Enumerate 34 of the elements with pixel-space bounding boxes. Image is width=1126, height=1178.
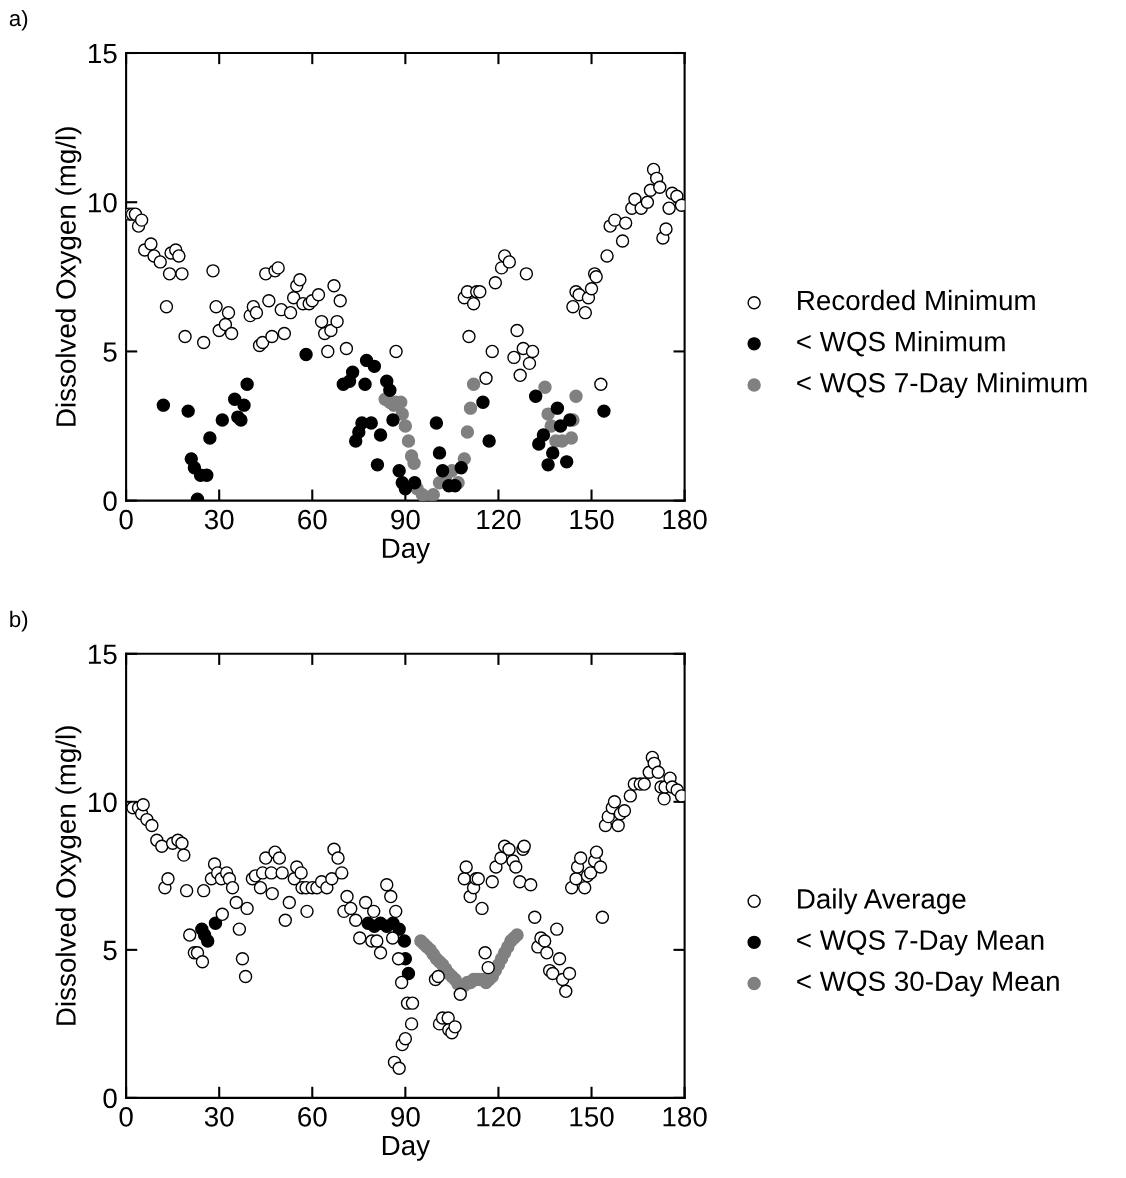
y-tick-label: 15 (89, 43, 117, 64)
x-tick-label: 150 (570, 1106, 614, 1127)
legend-label: < WQS 30-Day Mean (797, 971, 1059, 997)
legend-label: < WQS 7-Day Mean (797, 930, 1044, 956)
y-tick-label: 0 (103, 1088, 117, 1109)
x-tick-label: 60 (298, 1106, 327, 1127)
y-tick-label: 0 (103, 491, 117, 511)
x-tick-label: 30 (204, 509, 234, 530)
x-tick-label: 180 (663, 509, 707, 530)
x-tick-label: 90 (391, 509, 420, 530)
legend-label: < WQS Minimum (797, 331, 1005, 357)
y-axis-title: Dissolved Oxygen (mg/l) (55, 127, 82, 426)
text: a) (9, 9, 28, 31)
y-tick-label: 5 (103, 342, 117, 362)
legend-label: Daily Average (798, 888, 966, 915)
y-tick-label: 10 (89, 792, 117, 813)
y-tick-label: 10 (89, 192, 117, 213)
legend-label: Recorded Minimum (798, 289, 1035, 311)
x-tick-label: 0 (119, 1106, 133, 1127)
x-tick-label: 120 (477, 1106, 521, 1127)
x-tick-label: 180 (663, 1106, 707, 1127)
y-tick-label: 15 (89, 644, 117, 665)
x-axis-title: Day (382, 538, 431, 564)
x-tick-label: 30 (204, 1106, 234, 1127)
y-axis-title: Dissolved Oxygen (mg/l) (55, 726, 82, 1025)
x-tick-label: 90 (391, 1106, 420, 1127)
x-tick-label: 0 (119, 509, 133, 530)
x-axis-title: Day (382, 1135, 431, 1161)
y-tick-label: 5 (103, 940, 117, 961)
text: b) (10, 610, 28, 632)
x-tick-label: 60 (298, 509, 327, 530)
x-tick-label: 120 (477, 509, 521, 530)
x-tick-label: 150 (570, 509, 614, 530)
legend-label: < WQS 7-Day Minimum (797, 372, 1087, 399)
